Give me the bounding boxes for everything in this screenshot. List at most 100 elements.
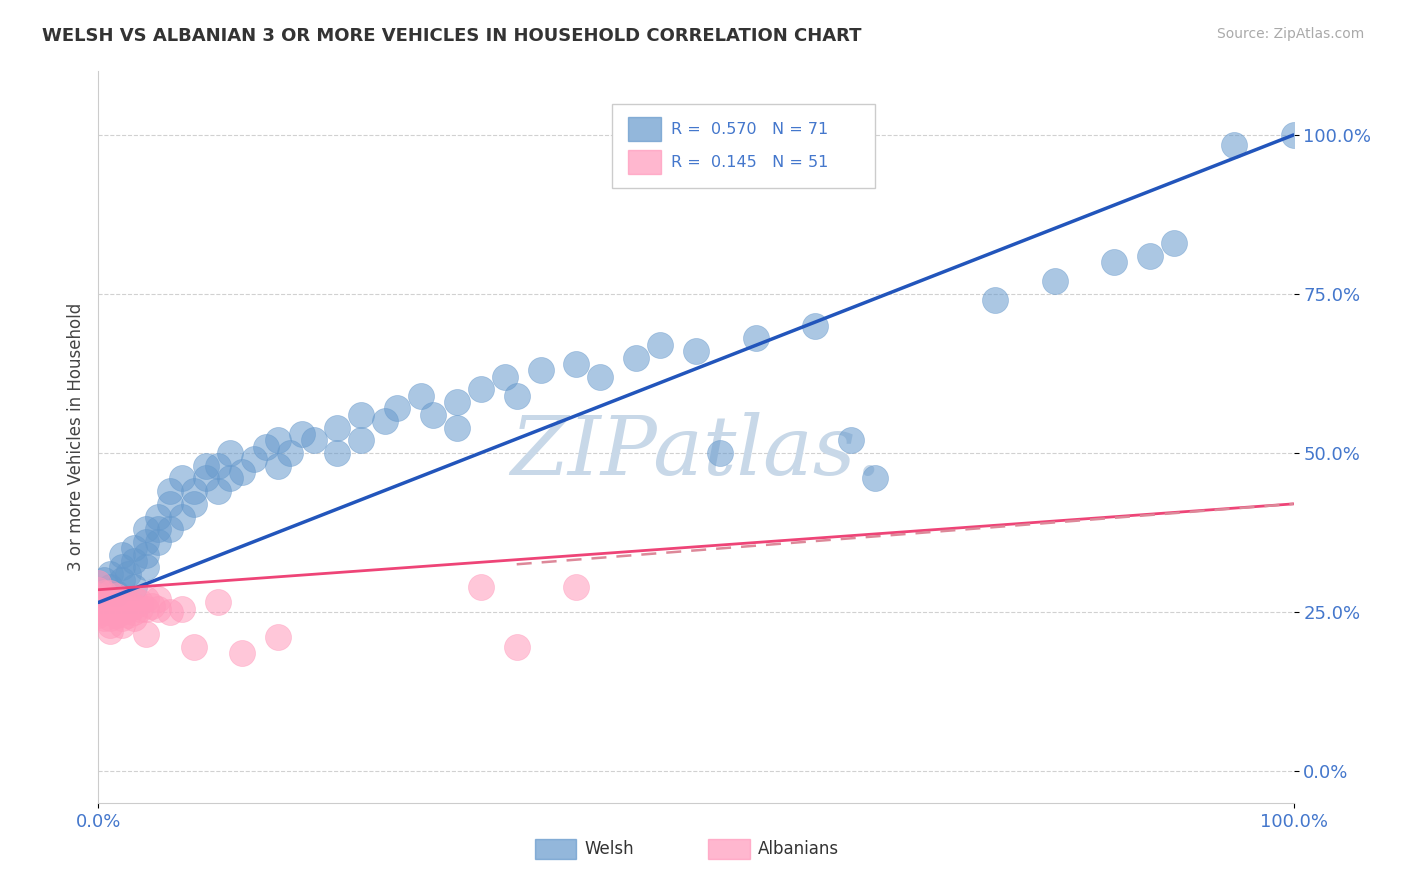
Point: [172, 471, 194, 485]
Point: [135, 602, 157, 616]
Point: [105, 608, 128, 623]
Point: [117, 602, 139, 616]
Point: [111, 548, 134, 562]
Point: [267, 458, 290, 473]
Point: [470, 383, 492, 397]
Point: [374, 414, 396, 428]
Bar: [628, 118, 661, 141]
Point: [148, 509, 170, 524]
Point: [124, 611, 146, 625]
Point: [87, 576, 110, 591]
Point: [105, 602, 128, 616]
Text: Source: ZipAtlas.com: Source: ZipAtlas.com: [1216, 27, 1364, 41]
Point: [87, 595, 110, 609]
Point: [446, 395, 468, 409]
Point: [207, 484, 229, 499]
Point: [506, 389, 529, 403]
Point: [709, 446, 731, 460]
Point: [195, 458, 218, 473]
Point: [183, 497, 205, 511]
Point: [207, 595, 229, 609]
Point: [111, 573, 134, 587]
Point: [195, 471, 218, 485]
Point: [135, 560, 157, 574]
Point: [135, 522, 157, 536]
Point: [98, 611, 122, 625]
Text: Albanians: Albanians: [758, 840, 839, 858]
Point: [350, 408, 373, 422]
Text: R =  0.570   N = 71: R = 0.570 N = 71: [671, 122, 828, 137]
Point: [148, 592, 170, 607]
Point: [494, 369, 516, 384]
Point: [135, 592, 157, 607]
Point: [159, 522, 181, 536]
Point: [626, 351, 648, 365]
Point: [159, 497, 181, 511]
Point: [135, 627, 157, 641]
Point: [470, 580, 492, 594]
Point: [93, 599, 115, 613]
Point: [183, 640, 205, 654]
Point: [422, 408, 444, 422]
Point: [231, 465, 253, 479]
Point: [111, 605, 134, 619]
Point: [411, 389, 433, 403]
Point: [98, 566, 122, 581]
Point: [135, 535, 157, 549]
Point: [124, 541, 146, 556]
Point: [326, 446, 349, 460]
Point: [124, 599, 146, 613]
Bar: [628, 151, 661, 174]
Point: [124, 554, 146, 568]
Point: [326, 420, 349, 434]
Point: [129, 595, 152, 609]
Point: [98, 599, 122, 613]
Point: [243, 452, 266, 467]
Point: [267, 434, 290, 448]
Text: WELSH VS ALBANIAN 3 OR MORE VEHICLES IN HOUSEHOLD CORRELATION CHART: WELSH VS ALBANIAN 3 OR MORE VEHICLES IN …: [42, 27, 862, 45]
Point: [1223, 137, 1246, 152]
Point: [98, 624, 122, 638]
Point: [350, 434, 373, 448]
Point: [105, 595, 128, 609]
Point: [98, 586, 122, 600]
Point: [565, 580, 588, 594]
Point: [124, 580, 146, 594]
Point: [530, 363, 553, 377]
Point: [446, 420, 468, 434]
Bar: [709, 838, 749, 859]
Point: [865, 471, 887, 485]
Point: [98, 580, 122, 594]
Y-axis label: 3 or more Vehicles in Household: 3 or more Vehicles in Household: [66, 303, 84, 571]
Point: [135, 548, 157, 562]
Point: [93, 605, 115, 619]
Point: [148, 522, 170, 536]
Point: [124, 592, 146, 607]
Point: [231, 646, 253, 660]
Point: [589, 369, 612, 384]
Point: [1163, 236, 1185, 251]
Point: [804, 318, 827, 333]
Point: [278, 446, 301, 460]
Text: Welsh: Welsh: [585, 840, 634, 858]
Point: [254, 440, 277, 454]
Point: [745, 331, 768, 345]
Point: [302, 434, 325, 448]
Point: [98, 617, 122, 632]
Point: [219, 446, 242, 460]
Point: [87, 608, 110, 623]
Point: [93, 611, 115, 625]
Point: [141, 599, 163, 613]
Point: [207, 458, 229, 473]
Point: [565, 357, 588, 371]
Point: [117, 566, 139, 581]
Point: [685, 344, 707, 359]
Point: [172, 509, 194, 524]
Point: [129, 602, 152, 616]
Point: [111, 617, 134, 632]
Point: [984, 293, 1007, 308]
Point: [87, 602, 110, 616]
Point: [291, 426, 314, 441]
Point: [105, 589, 128, 603]
Point: [1104, 255, 1126, 269]
